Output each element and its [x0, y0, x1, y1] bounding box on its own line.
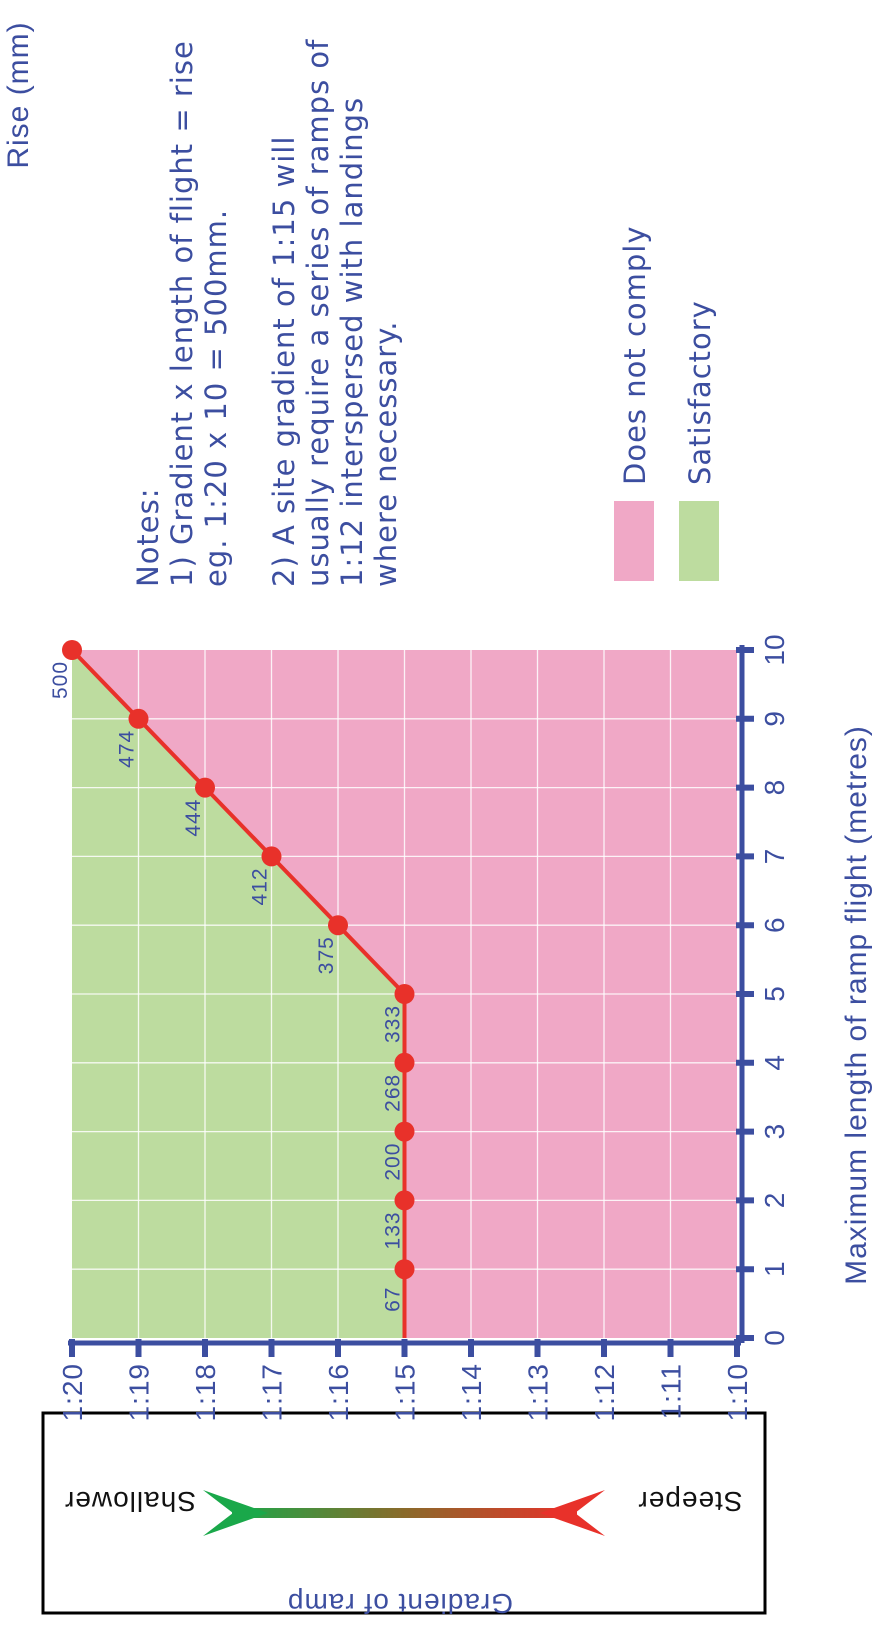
steeper-label: Steeper: [637, 1486, 742, 1517]
tick-labels: 6713320026833337541244447450001234567891…: [49, 634, 790, 1421]
data-point: [394, 1259, 415, 1280]
data-point: [328, 915, 348, 936]
x-tick-label: 5: [759, 986, 790, 1002]
x-tick-label: 9: [759, 711, 790, 727]
x-tick-label: 2: [759, 1193, 790, 1209]
data-label-rise: 133: [382, 1211, 405, 1249]
notes-line-4: usually require a series of ramps of: [301, 39, 335, 587]
y-tick-label: 1:17: [257, 1363, 288, 1422]
data-point: [128, 708, 149, 729]
direction-indicator: [41, 1411, 767, 1615]
data-point: [195, 777, 215, 798]
y-tick-label: 1:15: [390, 1363, 421, 1422]
shallower-label: Shallower: [64, 1486, 196, 1517]
data-label-rise: 500: [49, 661, 72, 699]
secondary-axis-label: Rise (mm): [2, 21, 35, 168]
x-tick-label: 10: [759, 634, 790, 665]
x-axis-label: Maximum length of ramp flight (metres): [840, 725, 873, 1285]
data-point: [394, 1121, 415, 1142]
x-tick-label: 3: [759, 1124, 790, 1140]
x-tick-label: 1: [759, 1261, 790, 1277]
notes-line-2: eg. 1:20 x 10 = 500mm.: [199, 209, 233, 587]
axes: [68, 645, 754, 1357]
data-point: [261, 846, 282, 867]
data-label-rise: 412: [249, 867, 272, 905]
notes-line-1: 1) Gradient x length of flight = rise: [165, 40, 199, 587]
data-point: [394, 984, 415, 1004]
legend-swatch-satisfactory: [679, 501, 719, 581]
arrow-shaft: [232, 1508, 577, 1518]
x-tick-label: 6: [759, 917, 790, 933]
legend-label-satisfactory: Satisfactory: [683, 300, 717, 485]
y-tick-label: 1:20: [57, 1363, 88, 1422]
y-tick-label: 1:10: [722, 1363, 753, 1422]
notes-block: Notes: 1) Gradient x length of flight = …: [131, 39, 403, 587]
data-point: [394, 1190, 415, 1211]
notes-line-3: 2) A site gradient of 1:15 will: [267, 136, 301, 587]
notes-line-6: where necessary.: [369, 321, 403, 587]
legend-swatch-does-not-comply: [614, 501, 654, 581]
data-point: [62, 640, 82, 660]
data-label-rise: 200: [382, 1143, 405, 1181]
notes-line-5: 1:12 interspersed with landings: [335, 97, 369, 587]
legend-label-does-not-comply: Does not comply: [618, 225, 652, 485]
shallower-arrowhead: [203, 1490, 268, 1536]
data-label-rise: 444: [182, 799, 205, 837]
data-line-layer: [62, 640, 415, 1338]
y-tick-label: 1:19: [124, 1363, 155, 1422]
notes-heading: Notes:: [131, 487, 165, 587]
y-tick-label: 1:16: [323, 1363, 354, 1422]
y-tick-label: 1:12: [589, 1363, 620, 1422]
data-label-rise: 67: [382, 1287, 405, 1312]
data-point: [394, 1052, 415, 1073]
inverted-labels: Shallower Steeper Gradient of ramp: [64, 1486, 743, 1619]
steeper-arrowhead: [540, 1490, 605, 1536]
y-tick-label: 1:11: [656, 1363, 687, 1419]
data-label-rise: 333: [382, 1005, 405, 1043]
x-tick-label: 7: [759, 849, 790, 865]
x-tick-label: 0: [759, 1330, 790, 1346]
legend: Does not comply Satisfactory: [614, 225, 719, 581]
x-tick-label: 8: [759, 780, 790, 796]
y-tick-label: 1:14: [456, 1363, 487, 1422]
y-tick-label: 1:13: [523, 1363, 554, 1422]
data-label-rise: 375: [315, 936, 338, 974]
direction-arrow: [232, 1508, 577, 1518]
data-label-rise: 268: [382, 1074, 405, 1112]
labels: Maximum length of ramp flight (metres) R…: [2, 21, 873, 1615]
x-tick-label: 4: [759, 1055, 790, 1071]
y-axis-label: Gradient of ramp: [287, 1588, 513, 1619]
y-tick-label: 1:18: [190, 1363, 221, 1422]
data-label-rise: 474: [116, 730, 139, 768]
